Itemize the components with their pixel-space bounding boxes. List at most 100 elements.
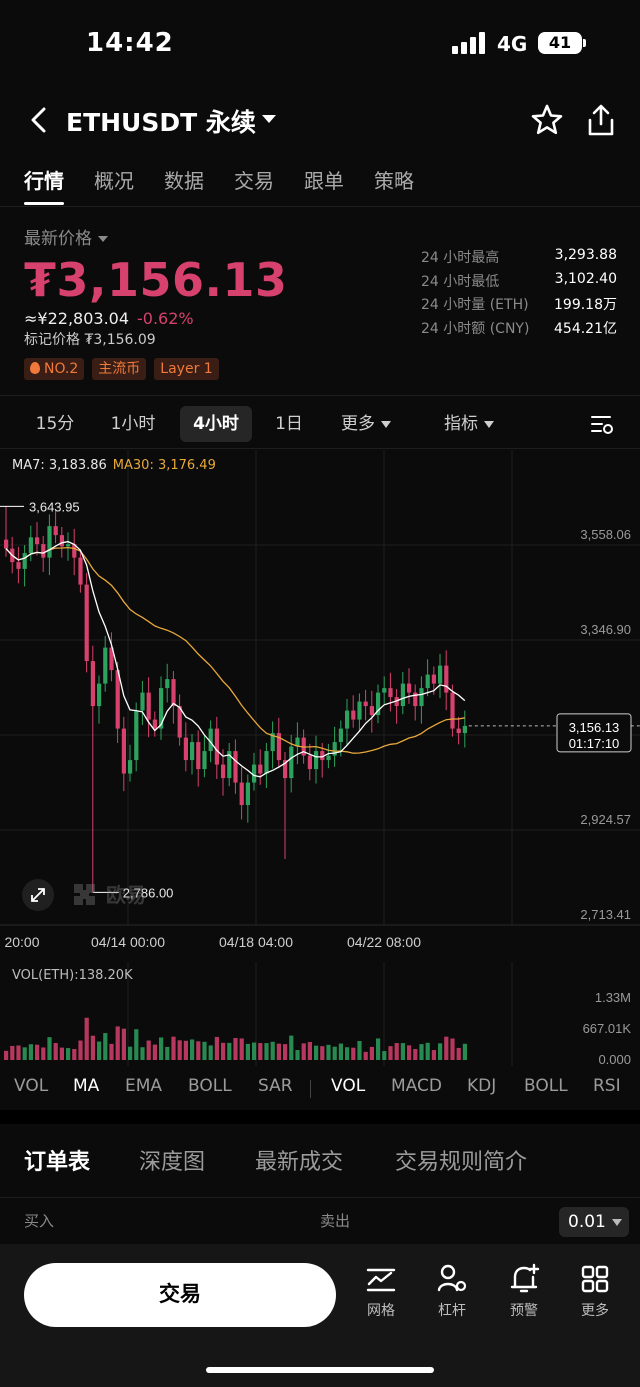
tab-data[interactable]: 数据 xyxy=(164,169,204,193)
volume-bar xyxy=(78,1040,83,1060)
interval-1h[interactable]: 1小时 xyxy=(110,414,156,434)
orderbook-header: 买入 卖出 xyxy=(24,1210,628,1231)
rank-tag[interactable]: NO.2 xyxy=(24,358,85,380)
indicators-dropdown[interactable]: 指标 xyxy=(430,406,508,442)
grid-tool[interactable]: 网格 xyxy=(351,1262,411,1320)
candle-body xyxy=(264,751,269,774)
ma30-line xyxy=(5,546,465,754)
volume-bar xyxy=(369,1046,374,1060)
indicator-sar[interactable]: SAR xyxy=(258,1076,293,1096)
signal-icon xyxy=(452,32,488,54)
watermark-logo-cell xyxy=(80,890,89,899)
candlestick-chart[interactable]: 3,558.06 3,346.90 2,924.57 2,713.41 20:00 04/… xyxy=(0,450,640,962)
indicator-ma[interactable]: MA xyxy=(73,1076,100,1096)
price-type-selector[interactable]: 最新价格 xyxy=(24,224,324,249)
candle-body xyxy=(115,670,120,729)
volume-bar xyxy=(307,1042,312,1060)
indicator-macd[interactable]: MACD xyxy=(391,1076,442,1096)
last-price: ₮3,156.13 xyxy=(24,253,288,307)
more-tool[interactable]: 更多 xyxy=(565,1262,625,1320)
tab-overview[interactable]: 概况 xyxy=(94,169,134,193)
candle-body xyxy=(444,665,449,693)
volume-bar xyxy=(462,1043,467,1060)
interval-more[interactable]: 更多 xyxy=(330,406,402,442)
indicator-vol-sub[interactable]: VOL xyxy=(331,1076,366,1096)
candle-body xyxy=(307,755,312,770)
layer-tag[interactable]: Layer 1 xyxy=(154,358,219,380)
volume-bar xyxy=(320,1046,325,1060)
y-tick-label: 2,924.57 xyxy=(580,812,631,827)
tab-order-book[interactable]: 订单表 xyxy=(24,1150,91,1175)
interval-15m[interactable]: 15分 xyxy=(35,414,75,434)
tab-latest-trades[interactable]: 最新成交 xyxy=(255,1150,344,1175)
indicator-bar: VOL MA EMA BOLL SAR VOL MACD KDJ BOLL RS… xyxy=(0,1072,640,1104)
ma-legend: MA7: 3,183.86 MA30: 3,176.49 xyxy=(12,458,216,473)
price-type-label: 最新价格 xyxy=(24,229,92,249)
candle-body xyxy=(425,674,430,689)
volume-bar xyxy=(444,1036,449,1060)
volume-bar xyxy=(450,1038,455,1060)
star-icon[interactable] xyxy=(530,103,564,137)
chevron-down-icon[interactable] xyxy=(262,115,276,123)
indicator-boll-sub[interactable]: BOLL xyxy=(524,1076,568,1096)
volume-chart[interactable]: 1.33M 667.01K 0.000 xyxy=(0,962,640,1066)
alert-tool[interactable]: 预警 xyxy=(494,1262,554,1320)
back-arrow-icon[interactable] xyxy=(26,105,52,135)
volume-bar xyxy=(103,1033,108,1060)
candle-body xyxy=(177,706,182,738)
sell-column-label: 卖出 xyxy=(320,1212,351,1230)
clock: 14:42 xyxy=(86,28,174,58)
candle-body xyxy=(196,742,201,770)
precision-value: 0.01 xyxy=(568,1212,606,1232)
indicator-vol-main[interactable]: VOL xyxy=(14,1076,49,1096)
chevron-down-icon xyxy=(484,420,494,428)
volume-bar xyxy=(276,1043,281,1060)
precision-select[interactable]: 0.01 xyxy=(559,1207,629,1237)
rank-tag-label: NO.2 xyxy=(44,361,79,377)
candle-body xyxy=(22,553,27,569)
tab-market[interactable]: 行情 xyxy=(24,165,64,205)
indicator-ema[interactable]: EMA xyxy=(125,1076,163,1096)
tab-copy-trade[interactable]: 跟单 xyxy=(304,169,344,193)
buy-column-label: 买入 xyxy=(24,1212,55,1230)
ma30-value: MA30: 3,176.49 xyxy=(112,458,216,473)
indicator-boll-main[interactable]: BOLL xyxy=(188,1076,232,1096)
leverage-tool[interactable]: 杠杆 xyxy=(422,1262,482,1320)
stat-value: 3,102.40 xyxy=(554,270,617,287)
interval-4h[interactable]: 4小时 xyxy=(180,406,252,442)
interval-more-label: 更多 xyxy=(341,414,375,434)
indicator-rsi[interactable]: RSI xyxy=(593,1076,621,1096)
candle-body xyxy=(103,647,108,684)
volume-bar xyxy=(388,1046,393,1060)
candle-body xyxy=(376,692,381,716)
y-tick-label: 3,558.06 xyxy=(580,527,631,542)
category-tag[interactable]: 主流币 xyxy=(92,358,147,380)
volume-bar xyxy=(35,1044,40,1060)
volume-bar xyxy=(264,1043,269,1060)
interval-1d[interactable]: 1日 xyxy=(275,414,303,434)
volume-bar xyxy=(338,1043,343,1060)
low-price-label: 2,786.00 xyxy=(123,885,174,900)
indicator-kdj[interactable]: KDJ xyxy=(467,1076,497,1096)
volume-bar xyxy=(4,1050,9,1060)
volume-bar xyxy=(345,1047,350,1060)
tab-strategy[interactable]: 策略 xyxy=(374,169,414,193)
candle-body xyxy=(84,584,89,662)
ma7-value: MA7: 3,183.86 xyxy=(12,458,107,473)
volume-bar xyxy=(425,1042,430,1060)
share-icon[interactable] xyxy=(586,103,616,137)
volume-bar xyxy=(233,1037,238,1060)
candle-body xyxy=(97,683,102,707)
volume-bar xyxy=(177,1040,182,1060)
tab-trading-rules[interactable]: 交易规则简介 xyxy=(395,1150,528,1175)
candle-body xyxy=(252,764,257,783)
volume-bar xyxy=(109,1043,114,1060)
candle-body xyxy=(4,539,9,549)
stat-value: 199.18万 xyxy=(554,297,617,313)
trade-button[interactable]: 交易 xyxy=(24,1263,336,1327)
tab-depth-chart[interactable]: 深度图 xyxy=(139,1150,206,1175)
volume-bar xyxy=(159,1037,164,1060)
pair-title[interactable]: ETHUSDT 永续 xyxy=(66,108,256,137)
chart-settings-icon[interactable] xyxy=(590,414,614,436)
tab-trade[interactable]: 交易 xyxy=(234,169,274,193)
